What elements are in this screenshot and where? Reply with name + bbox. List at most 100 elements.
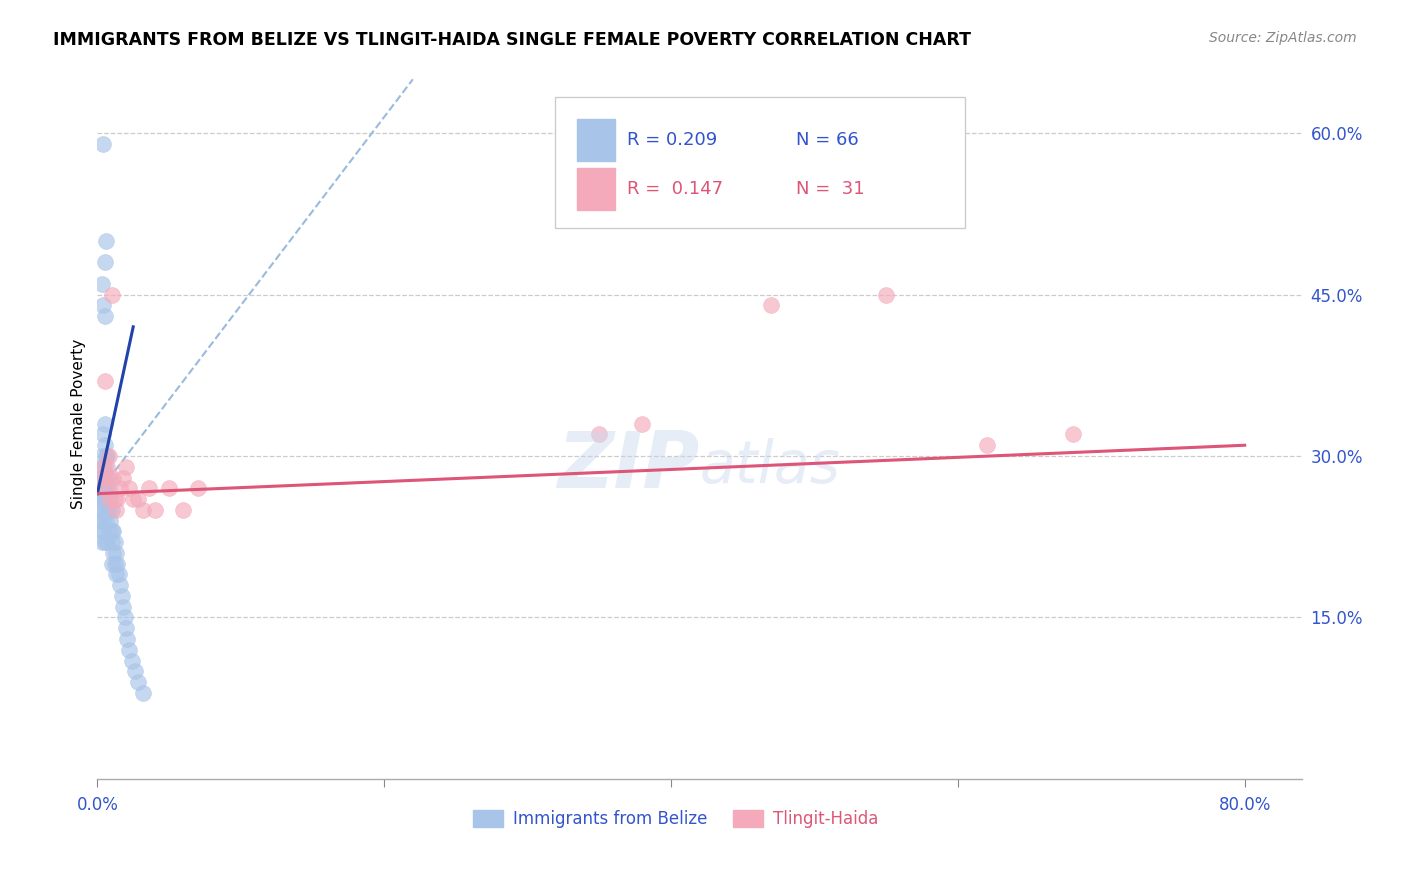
Point — [132, 503, 155, 517]
Point — [96, 459, 118, 474]
Point — [93, 459, 115, 474]
Point — [976, 438, 998, 452]
Point — [115, 459, 138, 474]
Point — [103, 535, 125, 549]
Point — [87, 503, 110, 517]
Point — [105, 567, 128, 582]
Legend: Immigrants from Belize, Tlingit-Haida: Immigrants from Belize, Tlingit-Haida — [467, 803, 884, 835]
Point — [1062, 427, 1084, 442]
Point — [90, 535, 112, 549]
Point — [124, 665, 146, 679]
Point — [94, 481, 117, 495]
Point — [96, 449, 118, 463]
Point — [761, 298, 783, 312]
Point — [91, 136, 114, 151]
Text: atlas: atlas — [700, 438, 841, 495]
Point — [101, 546, 124, 560]
FancyBboxPatch shape — [576, 119, 616, 161]
Point — [132, 686, 155, 700]
Point — [117, 632, 139, 646]
Point — [110, 578, 132, 592]
Point — [94, 491, 117, 506]
Y-axis label: Single Female Poverty: Single Female Poverty — [72, 339, 86, 508]
Point — [98, 514, 121, 528]
Point — [187, 481, 209, 495]
Point — [108, 567, 131, 582]
Point — [94, 503, 117, 517]
Point — [90, 470, 112, 484]
Point — [91, 481, 114, 495]
Point — [631, 417, 654, 431]
Point — [875, 287, 897, 301]
Text: ZIP: ZIP — [557, 428, 700, 504]
Point — [90, 524, 112, 539]
Point — [93, 374, 115, 388]
Point — [111, 589, 134, 603]
Point — [94, 514, 117, 528]
Point — [96, 470, 118, 484]
Point — [93, 481, 115, 495]
Point — [105, 546, 128, 560]
Point — [89, 470, 111, 484]
Point — [115, 621, 138, 635]
Point — [93, 417, 115, 431]
Point — [97, 503, 120, 517]
Point — [93, 309, 115, 323]
Point — [91, 491, 114, 506]
Point — [98, 470, 121, 484]
Point — [172, 503, 194, 517]
Point — [127, 491, 149, 506]
Point — [94, 449, 117, 463]
Point — [103, 557, 125, 571]
Point — [112, 599, 135, 614]
Point — [94, 470, 117, 484]
Point — [100, 557, 122, 571]
Point — [588, 427, 610, 442]
Point — [100, 524, 122, 539]
Point — [87, 481, 110, 495]
Point — [100, 287, 122, 301]
Point — [93, 255, 115, 269]
Point — [114, 610, 136, 624]
Point — [90, 503, 112, 517]
Point — [127, 675, 149, 690]
Point — [91, 524, 114, 539]
Point — [100, 503, 122, 517]
Point — [93, 535, 115, 549]
Text: Source: ZipAtlas.com: Source: ZipAtlas.com — [1209, 31, 1357, 45]
Point — [91, 427, 114, 442]
Point — [157, 481, 180, 495]
Point — [97, 524, 120, 539]
Point — [103, 491, 125, 506]
Point — [97, 491, 120, 506]
Point — [91, 459, 114, 474]
Point — [90, 470, 112, 484]
Point — [93, 438, 115, 452]
Point — [107, 491, 129, 506]
Point — [101, 470, 124, 484]
Point — [96, 491, 118, 506]
Point — [97, 481, 120, 495]
Point — [94, 234, 117, 248]
Text: N =  31: N = 31 — [796, 180, 865, 198]
Point — [118, 481, 141, 495]
Text: R = 0.209: R = 0.209 — [627, 130, 717, 149]
Point — [90, 277, 112, 291]
Point — [90, 491, 112, 506]
Text: R =  0.147: R = 0.147 — [627, 180, 724, 198]
Point — [93, 491, 115, 506]
Point — [100, 535, 122, 549]
Point — [122, 491, 145, 506]
Point — [91, 459, 114, 474]
Point — [91, 298, 114, 312]
Point — [105, 503, 128, 517]
Point — [91, 514, 114, 528]
Point — [107, 557, 129, 571]
Point — [112, 470, 135, 484]
Text: IMMIGRANTS FROM BELIZE VS TLINGIT-HAIDA SINGLE FEMALE POVERTY CORRELATION CHART: IMMIGRANTS FROM BELIZE VS TLINGIT-HAIDA … — [53, 31, 972, 49]
Point — [98, 491, 121, 506]
Point — [90, 449, 112, 463]
Point — [97, 449, 120, 463]
Point — [138, 481, 160, 495]
Point — [89, 491, 111, 506]
